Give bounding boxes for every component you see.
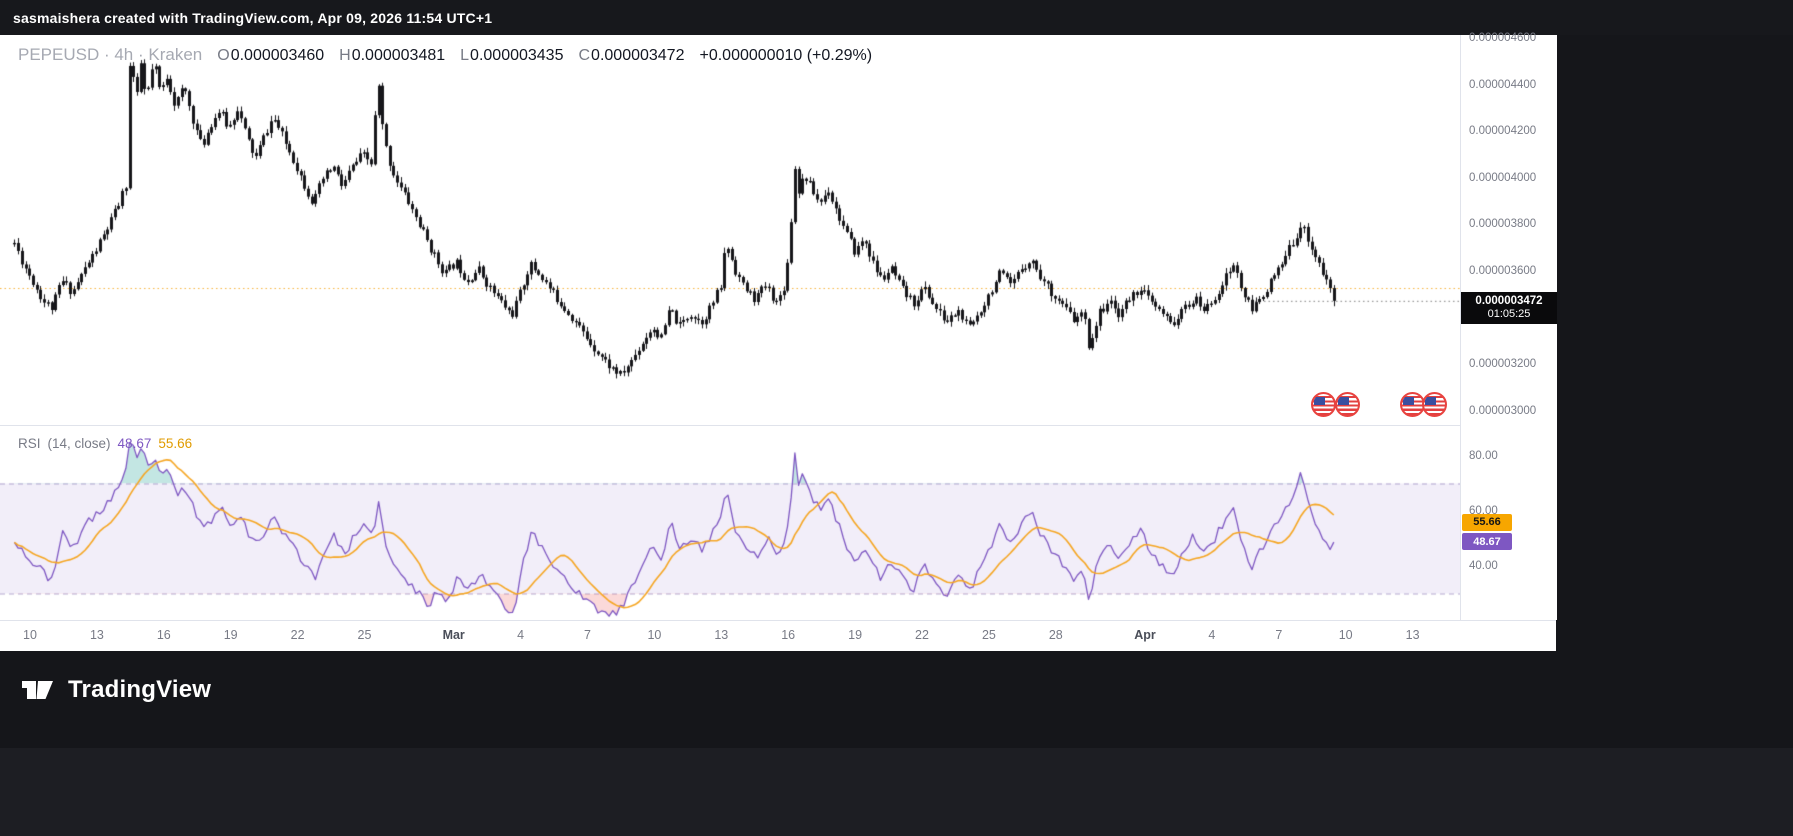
time-tick-label: 25	[981, 628, 996, 642]
time-tick-label: 13	[1405, 628, 1420, 642]
tradingview-wordmark: TradingView	[68, 676, 212, 703]
tradingview-logo-icon	[22, 681, 53, 699]
tradingview-logo[interactable]: TradingView	[20, 676, 211, 704]
us-flag-icon[interactable]	[1310, 392, 1336, 417]
time-tick-label: 22	[915, 628, 929, 642]
price-tick-label: 0.000004000	[1469, 171, 1537, 184]
rsi-params: (14, close)	[47, 436, 111, 451]
time-tick-label: 25	[357, 628, 372, 642]
rsi-ma-value: 55.66	[158, 436, 193, 451]
time-tick-label: 7	[1275, 628, 1283, 642]
last-price-tag: 0.000003472 01:05:25	[1461, 291, 1557, 324]
time-tick-label: 13	[89, 628, 104, 642]
rsi-ma-badge: 55.66	[1462, 513, 1512, 531]
price-rsi-chart-canvas[interactable]	[0, 35, 1460, 620]
rsi-value: 48.67	[117, 436, 152, 451]
us-flag-icon[interactable]	[1422, 392, 1448, 417]
price-axis[interactable]: 0.000003472 01:05:25 55.66 48.67 0.00000…	[1460, 32, 1557, 620]
time-tick-label: 19	[223, 628, 238, 642]
last-price: 0.000003472	[1475, 294, 1543, 307]
time-tick-label: 4	[517, 628, 525, 642]
time-tick-label: 16	[156, 628, 171, 642]
bottom-strip	[0, 748, 1793, 836]
pane-separator[interactable]	[0, 425, 1460, 426]
rsi-title[interactable]: RSI	[18, 436, 41, 451]
time-axis[interactable]: 10 13 16 19 22 25 Mar 4 7 10 13 16 19 22 25 28 Apr 4 7 10 13	[0, 620, 1556, 651]
price-tick-label: 0.000004600	[1469, 32, 1537, 44]
rsi-value-badge: 48.67	[1462, 533, 1512, 551]
price-tick-label: 0.000003200	[1469, 358, 1537, 371]
time-tick-label: Apr	[1134, 628, 1156, 642]
us-flag-icon[interactable]	[1400, 392, 1426, 417]
time-tick-label: Mar	[442, 628, 465, 642]
price-tick-label: 0.000003800	[1469, 218, 1537, 231]
time-tick-label: 7	[584, 628, 591, 642]
bottom-bar: TradingView	[0, 650, 1793, 836]
rsi-tick-label: 40.00	[1469, 560, 1498, 572]
rsi-tick-label: 80.00	[1469, 450, 1498, 462]
time-tick-label: 16	[781, 628, 796, 642]
time-tick-label: 10	[1338, 628, 1353, 642]
time-tick-label: 13	[714, 628, 729, 642]
attribution-bar: sasmaishera created with TradingView.com…	[0, 0, 1793, 35]
price-tick-label: 0.000003000	[1469, 404, 1537, 417]
price-tick-label: 0.000004200	[1469, 125, 1537, 138]
countdown-timer: 01:05:25	[1487, 307, 1531, 320]
us-flag-icon[interactable]	[1335, 392, 1361, 417]
time-tick-label: 28	[1048, 628, 1063, 642]
price-tick-label: 0.000004400	[1469, 78, 1537, 91]
time-tick-label: 4	[1208, 628, 1216, 642]
time-tick-label: 19	[848, 628, 863, 642]
chart-panel: PEPEUSD · 4h · Kraken O0.000003460 H0.00…	[0, 32, 1557, 651]
price-tick-label: 0.000003600	[1469, 265, 1537, 277]
time-tick-label: 10	[23, 628, 37, 642]
rsi-legend: RSI (14, close) 48.67 55.66	[18, 436, 192, 451]
attribution-text: sasmaishera created with TradingView.com…	[13, 9, 493, 26]
time-tick-label: 22	[290, 628, 305, 642]
time-tick-label: 10	[647, 628, 662, 642]
